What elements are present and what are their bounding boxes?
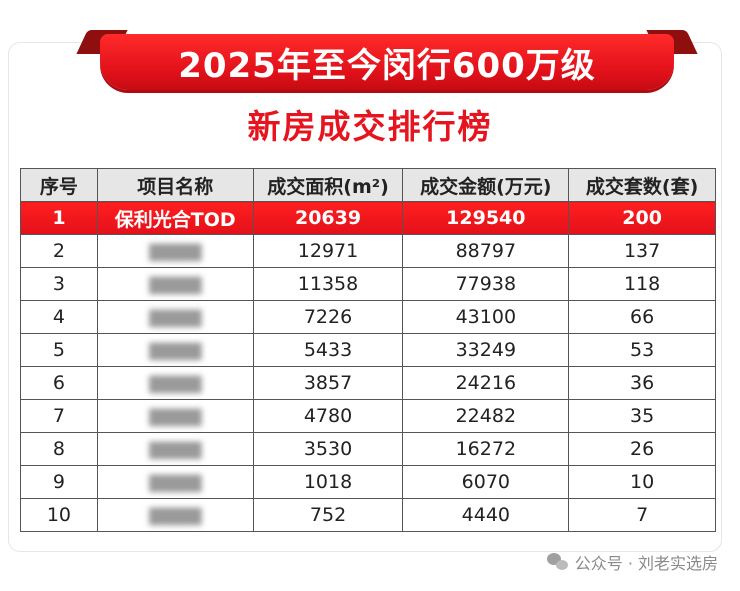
units-cell: 118 — [568, 267, 716, 301]
units-cell: 10 — [568, 465, 716, 499]
column-header-units: 成交套数(套) — [568, 168, 716, 202]
table-row: 10 ▇▇▇▇ 752 4440 7 — [20, 498, 716, 532]
table-row: 8 ▇▇▇▇ 3530 16272 26 — [20, 432, 716, 466]
project-name-cell: 保利光合TOD — [96, 201, 254, 235]
rank-cell: 9 — [20, 465, 98, 499]
amount-cell: 33249 — [402, 333, 570, 367]
units-cell: 35 — [568, 399, 716, 433]
rank-cell: 4 — [20, 300, 98, 334]
units-cell: 200 — [568, 201, 716, 235]
project-name-cell: ▇▇▇▇ — [96, 333, 254, 367]
rank-cell: 8 — [20, 432, 98, 466]
blurred-project-name: ▇▇▇▇ — [149, 275, 202, 295]
amount-cell: 6070 — [402, 465, 570, 499]
column-header-area: 成交面积(m²) — [252, 168, 404, 202]
units-cell: 7 — [568, 498, 716, 532]
amount-cell: 22482 — [402, 399, 570, 433]
table-row: 5 ▇▇▇▇ 5433 33249 53 — [20, 333, 716, 367]
amount-cell: 88797 — [402, 234, 570, 268]
banner-title: 2025年至今闵行600万级 — [178, 45, 596, 86]
rank-cell: 6 — [20, 366, 98, 400]
table-row: 9 ▇▇▇▇ 1018 6070 10 — [20, 465, 716, 499]
blurred-project-name: ▇▇▇▇ — [149, 473, 202, 493]
area-cell: 3530 — [252, 432, 404, 466]
column-header-amount: 成交金额(万元) — [402, 168, 570, 202]
title-banner: 2025年至今闵行600万级 — [72, 24, 702, 96]
rank-cell: 5 — [20, 333, 98, 367]
project-name-cell: ▇▇▇▇ — [96, 267, 254, 301]
column-header-rank: 序号 — [20, 168, 98, 202]
page-subtitle: 新房成交排行榜 — [247, 107, 493, 146]
rank-cell: 7 — [20, 399, 98, 433]
table-row: 4 ▇▇▇▇ 7226 43100 66 — [20, 300, 716, 334]
area-cell: 752 — [252, 498, 404, 532]
amount-cell: 16272 — [402, 432, 570, 466]
amount-cell: 129540 — [402, 201, 570, 235]
wechat-icon — [546, 553, 569, 571]
rank-cell: 3 — [20, 267, 98, 301]
rank-cell: 1 — [20, 201, 98, 235]
table-header-row: 序号 项目名称 成交面积(m²) 成交金额(万元) 成交套数(套) — [20, 168, 716, 202]
project-name-cell: ▇▇▇▇ — [96, 234, 254, 268]
project-name-cell: ▇▇▇▇ — [96, 432, 254, 466]
blurred-project-name: ▇▇▇▇ — [149, 440, 202, 460]
area-cell: 7226 — [252, 300, 404, 334]
project-name-cell: ▇▇▇▇ — [96, 465, 254, 499]
table-row: 7 ▇▇▇▇ 4780 22482 35 — [20, 399, 716, 433]
watermark: 公众号 · 刘老实选房 — [546, 550, 718, 574]
area-cell: 11358 — [252, 267, 404, 301]
banner-body: 2025年至今闵行600万级 — [100, 34, 674, 90]
rank-cell: 10 — [20, 498, 98, 532]
ranking-table: 序号 项目名称 成交面积(m²) 成交金额(万元) 成交套数(套) 1 保利光合T… — [20, 168, 716, 532]
project-name-cell: ▇▇▇▇ — [96, 366, 254, 400]
blurred-project-name: ▇▇▇▇ — [149, 308, 202, 328]
amount-cell: 24216 — [402, 366, 570, 400]
units-cell: 26 — [568, 432, 716, 466]
table-row: 1 保利光合TOD 20639 129540 200 — [20, 201, 716, 235]
column-header-project: 项目名称 — [96, 168, 254, 202]
blurred-project-name: ▇▇▇▇ — [149, 341, 202, 361]
table-body: 1 保利光合TOD 20639 129540 200 2 ▇▇▇▇ 12971 88797 137… — [20, 201, 716, 532]
blurred-project-name: ▇▇▇▇ — [149, 506, 202, 526]
table-row: 2 ▇▇▇▇ 12971 88797 137 — [20, 234, 716, 268]
amount-cell: 77938 — [402, 267, 570, 301]
table-row: 3 ▇▇▇▇ 11358 77938 118 — [20, 267, 716, 301]
units-cell: 66 — [568, 300, 716, 334]
area-cell: 3857 — [252, 366, 404, 400]
area-cell: 5433 — [252, 333, 404, 367]
blurred-project-name: ▇▇▇▇ — [149, 407, 202, 427]
units-cell: 137 — [568, 234, 716, 268]
area-cell: 4780 — [252, 399, 404, 433]
project-name-cell: ▇▇▇▇ — [96, 300, 254, 334]
project-name-cell: ▇▇▇▇ — [96, 399, 254, 433]
area-cell: 12971 — [252, 234, 404, 268]
rank-cell: 2 — [20, 234, 98, 268]
table-row: 6 ▇▇▇▇ 3857 24216 36 — [20, 366, 716, 400]
watermark-text: 公众号 · 刘老实选房 — [574, 554, 718, 573]
units-cell: 36 — [568, 366, 716, 400]
blurred-project-name: ▇▇▇▇ — [149, 242, 202, 262]
amount-cell: 4440 — [402, 498, 570, 532]
area-cell: 1018 — [252, 465, 404, 499]
area-cell: 20639 — [252, 201, 404, 235]
project-name-cell: ▇▇▇▇ — [96, 498, 254, 532]
amount-cell: 43100 — [402, 300, 570, 334]
units-cell: 53 — [568, 333, 716, 367]
blurred-project-name: ▇▇▇▇ — [149, 374, 202, 394]
